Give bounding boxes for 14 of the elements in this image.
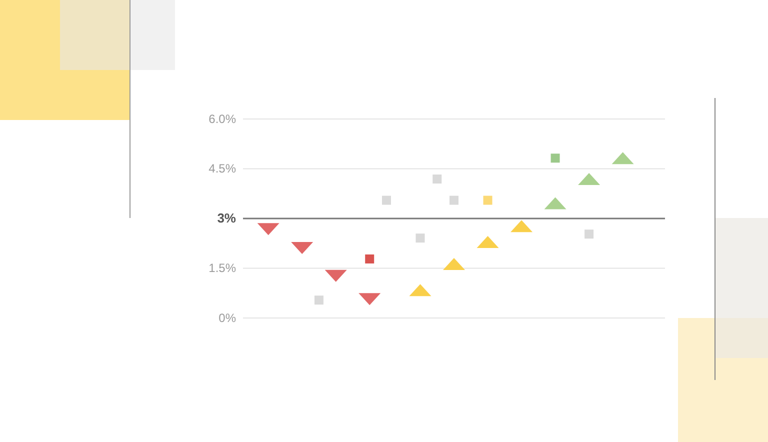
y-tick-label: 4.5%	[208, 162, 236, 176]
point	[314, 296, 324, 305]
y-tick-label: 1.5%	[208, 261, 236, 276]
point	[365, 254, 374, 264]
point	[416, 234, 425, 243]
point	[584, 230, 594, 239]
y-tick-label: 3%	[217, 210, 236, 226]
point	[483, 196, 492, 205]
y-tick-label: 0%	[218, 310, 236, 325]
y-tick-label: 6.0%	[208, 112, 236, 126]
point	[450, 196, 458, 205]
point	[432, 174, 442, 184]
point	[382, 196, 391, 205]
point	[550, 154, 560, 163]
